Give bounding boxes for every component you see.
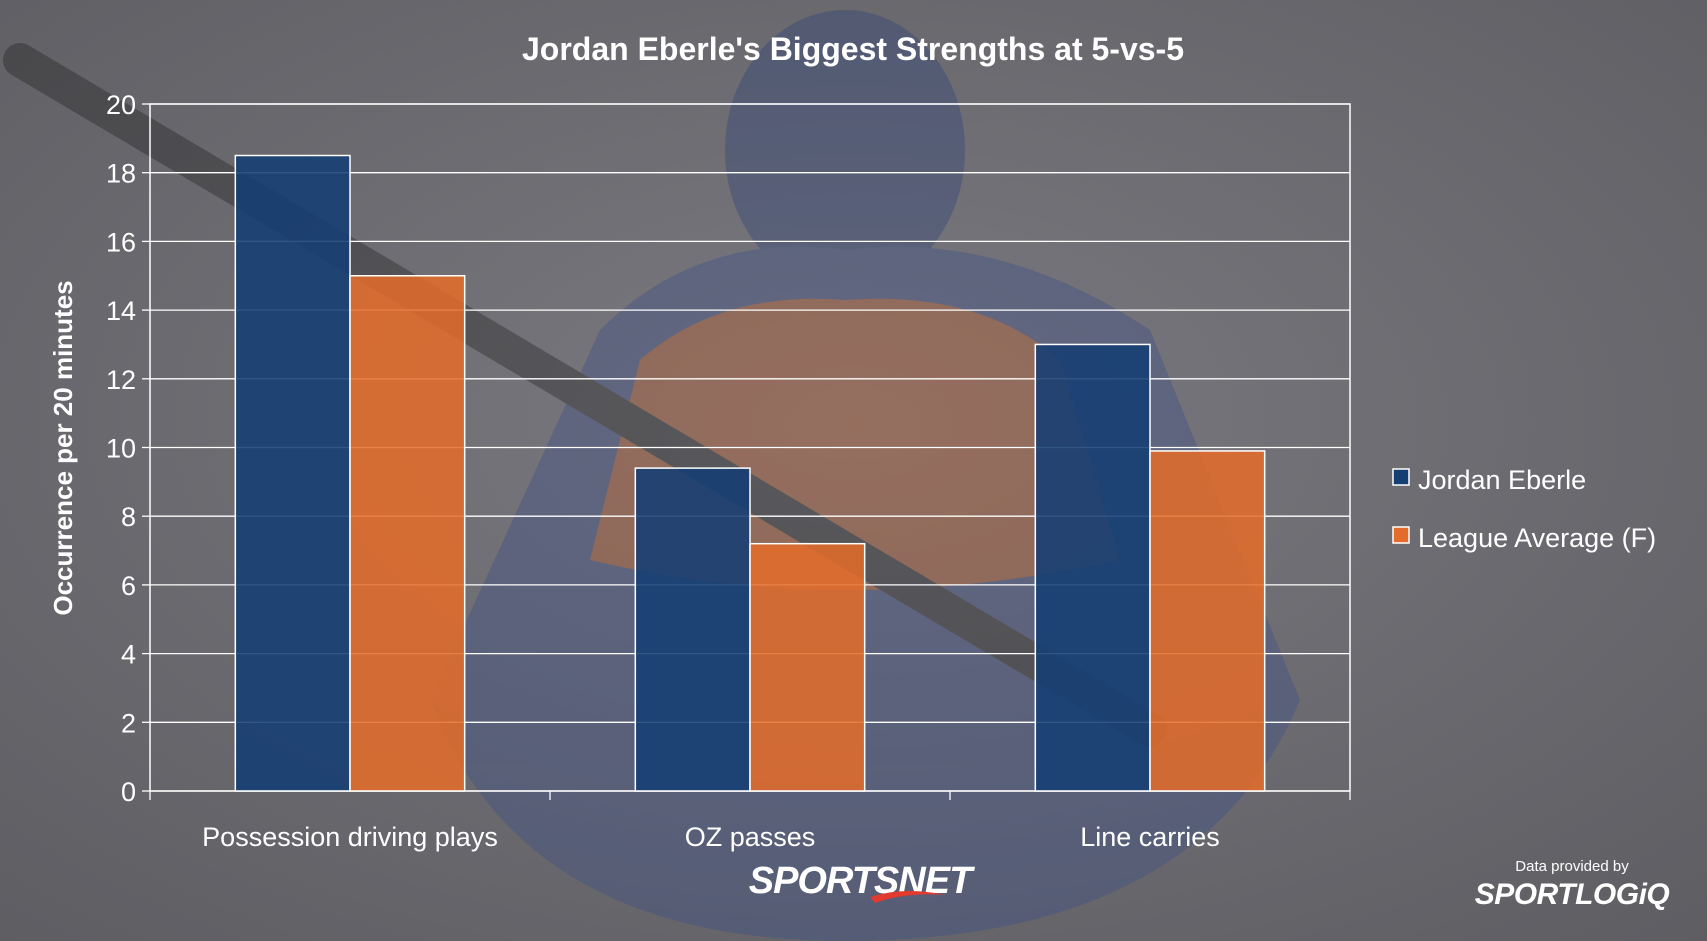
x-tick-label: OZ passes — [685, 822, 816, 852]
bar-league — [349, 275, 466, 792]
chart-title: Jordan Eberle's Biggest Strengths at 5-v… — [522, 31, 1184, 67]
y-axis: 0 2 4 6 8 10 12 14 16 18 20 — [106, 90, 150, 807]
y-tick-label: 8 — [121, 502, 136, 532]
x-tick-label: Possession driving plays — [202, 822, 498, 852]
y-tick-label: 4 — [121, 640, 136, 670]
y-axis-label: Occurrence per 20 minutes — [48, 280, 78, 615]
y-tick-label: 0 — [121, 777, 136, 807]
x-axis: Possession driving plays OZ passes Line ca… — [149, 791, 1351, 852]
bar-eberle — [1034, 343, 1151, 792]
sportsnet-logo: SPORTSNET — [749, 860, 976, 903]
bar-eberle — [634, 467, 751, 792]
bars — [234, 154, 1266, 792]
y-tick-label: 10 — [106, 434, 136, 464]
y-tick-label: 6 — [121, 571, 136, 601]
bar-eberle — [234, 154, 351, 792]
x-tick-label: Line carries — [1080, 822, 1220, 852]
y-tick-label: 16 — [106, 227, 136, 257]
y-tick-label: 2 — [121, 708, 136, 738]
sportsnet-swoosh — [870, 890, 945, 903]
y-tick-label: 12 — [106, 365, 136, 395]
sportlogiq-logo: SPORTLOGiQ — [1475, 878, 1670, 911]
y-tick-label: 18 — [106, 159, 136, 189]
legend-label-league: League Average (F) — [1418, 523, 1656, 553]
y-tick-label: 14 — [106, 296, 136, 326]
sportsnet-wordmark: SPORTSNET — [749, 860, 975, 902]
legend-swatch-eberle — [1392, 468, 1410, 486]
bar-league — [749, 542, 866, 792]
y-tick-label: 20 — [106, 90, 136, 120]
bar-league — [1149, 450, 1266, 792]
legend-swatch-league — [1392, 526, 1410, 544]
provider-note: Data provided by — [1515, 858, 1629, 875]
legend: Jordan Eberle League Average (F) — [1392, 465, 1656, 553]
legend-label-eberle: Jordan Eberle — [1418, 465, 1586, 495]
